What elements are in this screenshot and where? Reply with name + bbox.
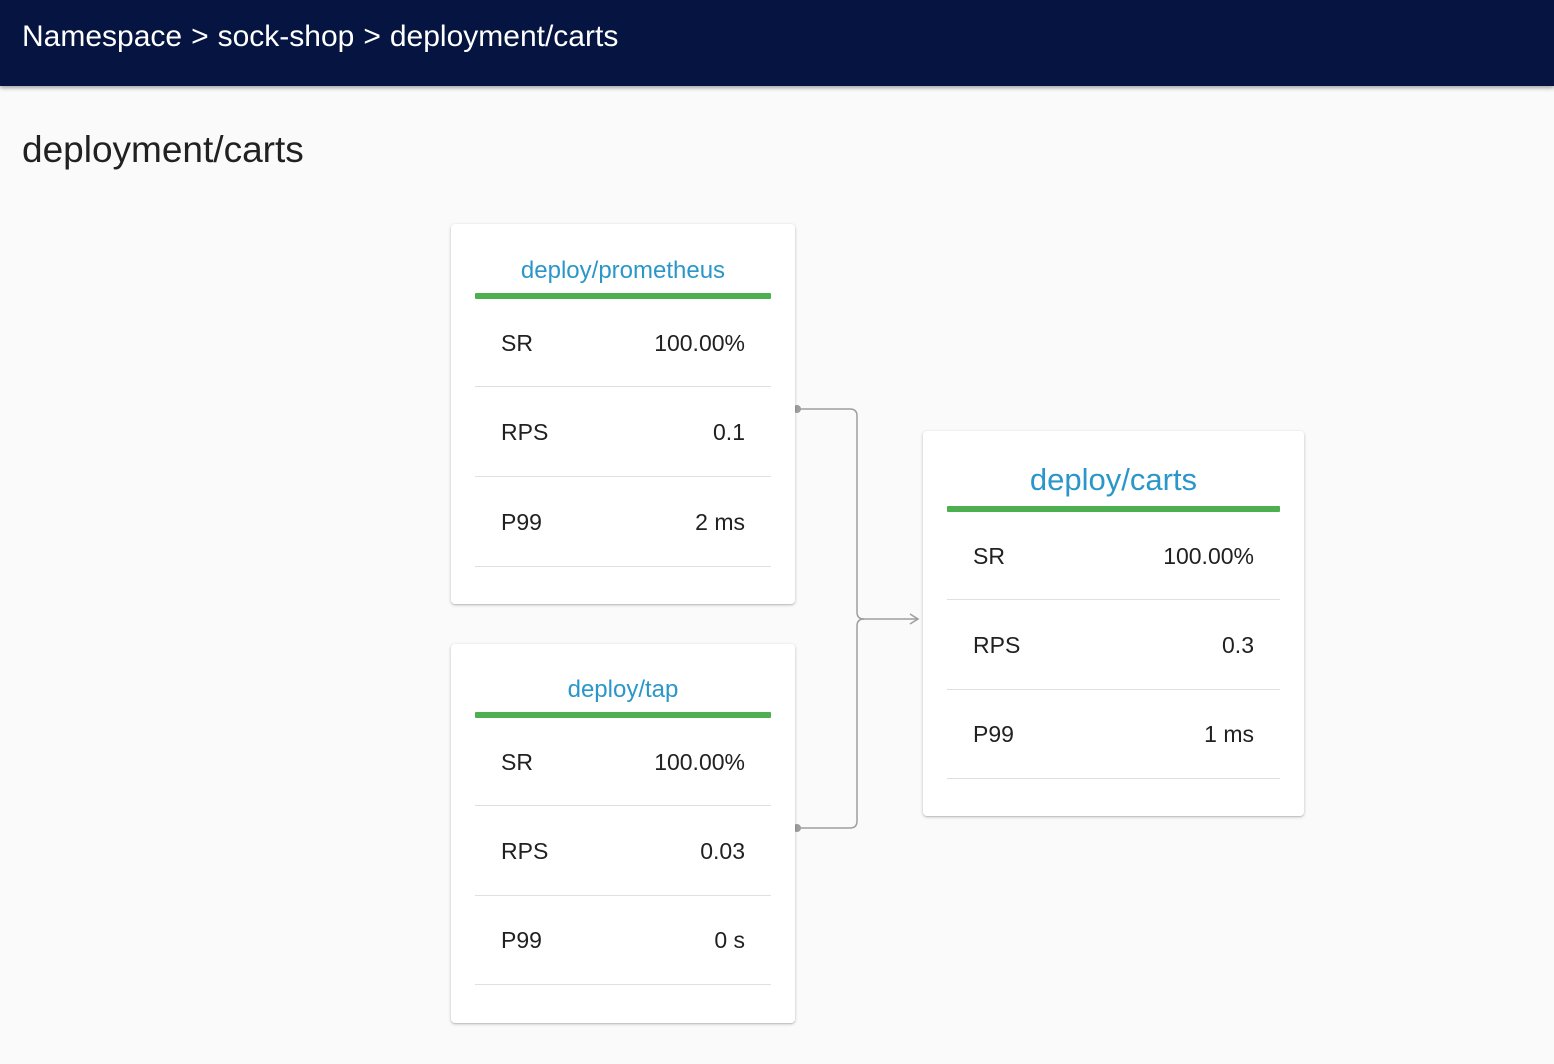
- source-card-prometheus: deploy/prometheus SR 100.00% RPS 0.1 P99…: [451, 224, 795, 604]
- metric-label: RPS: [501, 419, 549, 445]
- metric-value: 100.00%: [654, 749, 745, 775]
- metric-label: RPS: [501, 838, 549, 864]
- status-bar: [947, 506, 1280, 512]
- source-card-title[interactable]: deploy/prometheus: [520, 257, 726, 284]
- metric-label: P99: [973, 721, 1014, 747]
- metric-label: P99: [501, 509, 542, 535]
- metric-row-rps: RPS 0.1: [475, 387, 771, 477]
- metric-row-rps: RPS 0.03: [475, 806, 771, 896]
- page-title: deployment/carts: [22, 129, 304, 170]
- edge-tap-to-carts: [797, 618, 865, 829]
- status-bar: [475, 293, 771, 299]
- source-card-title[interactable]: deploy/tap: [567, 676, 679, 703]
- metrics-list: SR 100.00% RPS 0.03 P99 0 s: [475, 718, 771, 985]
- source-card-tap: deploy/tap SR 100.00% RPS 0.03 P99 0 s: [451, 644, 795, 1023]
- metric-value: 0 s: [714, 927, 745, 953]
- breadcrumb-separator: >: [363, 20, 381, 53]
- target-card-carts: deploy/carts SR 100.00% RPS 0.3 P99 1 ms: [923, 431, 1304, 816]
- metric-row-rps: RPS 0.3: [947, 600, 1280, 690]
- metric-value: 0.03: [700, 838, 745, 864]
- metric-value: 0.1: [713, 419, 745, 445]
- metrics-list: SR 100.00% RPS 0.3 P99 1 ms: [947, 512, 1280, 779]
- metric-row-p99: P99 0 s: [475, 896, 771, 985]
- breadcrumb-current: deployment/carts: [389, 20, 619, 53]
- metric-label: P99: [501, 927, 542, 953]
- metric-label: SR: [501, 749, 533, 775]
- metric-row-sr: SR 100.00%: [475, 718, 771, 806]
- breadcrumb-namespace[interactable]: Namespace: [22, 20, 183, 53]
- metrics-list: SR 100.00% RPS 0.1 P99 2 ms: [475, 299, 771, 567]
- metric-label: RPS: [973, 632, 1021, 658]
- app-bar: Namespace > sock-shop > deployment/carts: [0, 0, 1554, 86]
- metric-value: 0.3: [1222, 632, 1254, 658]
- metric-label: SR: [501, 330, 533, 356]
- metric-value: 100.00%: [654, 330, 745, 356]
- metric-label: SR: [973, 543, 1005, 569]
- metric-row-sr: SR 100.00%: [947, 512, 1280, 600]
- metric-row-p99: P99 2 ms: [475, 477, 771, 567]
- metric-row-p99: P99 1 ms: [947, 690, 1280, 779]
- breadcrumb-sock-shop[interactable]: sock-shop: [217, 20, 355, 53]
- metric-value: 100.00%: [1163, 543, 1254, 569]
- breadcrumb-separator: >: [191, 20, 209, 53]
- edge-prometheus-to-carts: [797, 408, 920, 625]
- status-bar: [475, 712, 771, 718]
- metric-row-sr: SR 100.00%: [475, 299, 771, 387]
- target-card-title[interactable]: deploy/carts: [1029, 462, 1198, 497]
- metric-value: 2 ms: [695, 509, 745, 535]
- metric-value: 1 ms: [1204, 721, 1254, 747]
- breadcrumb: Namespace > sock-shop > deployment/carts: [22, 18, 618, 56]
